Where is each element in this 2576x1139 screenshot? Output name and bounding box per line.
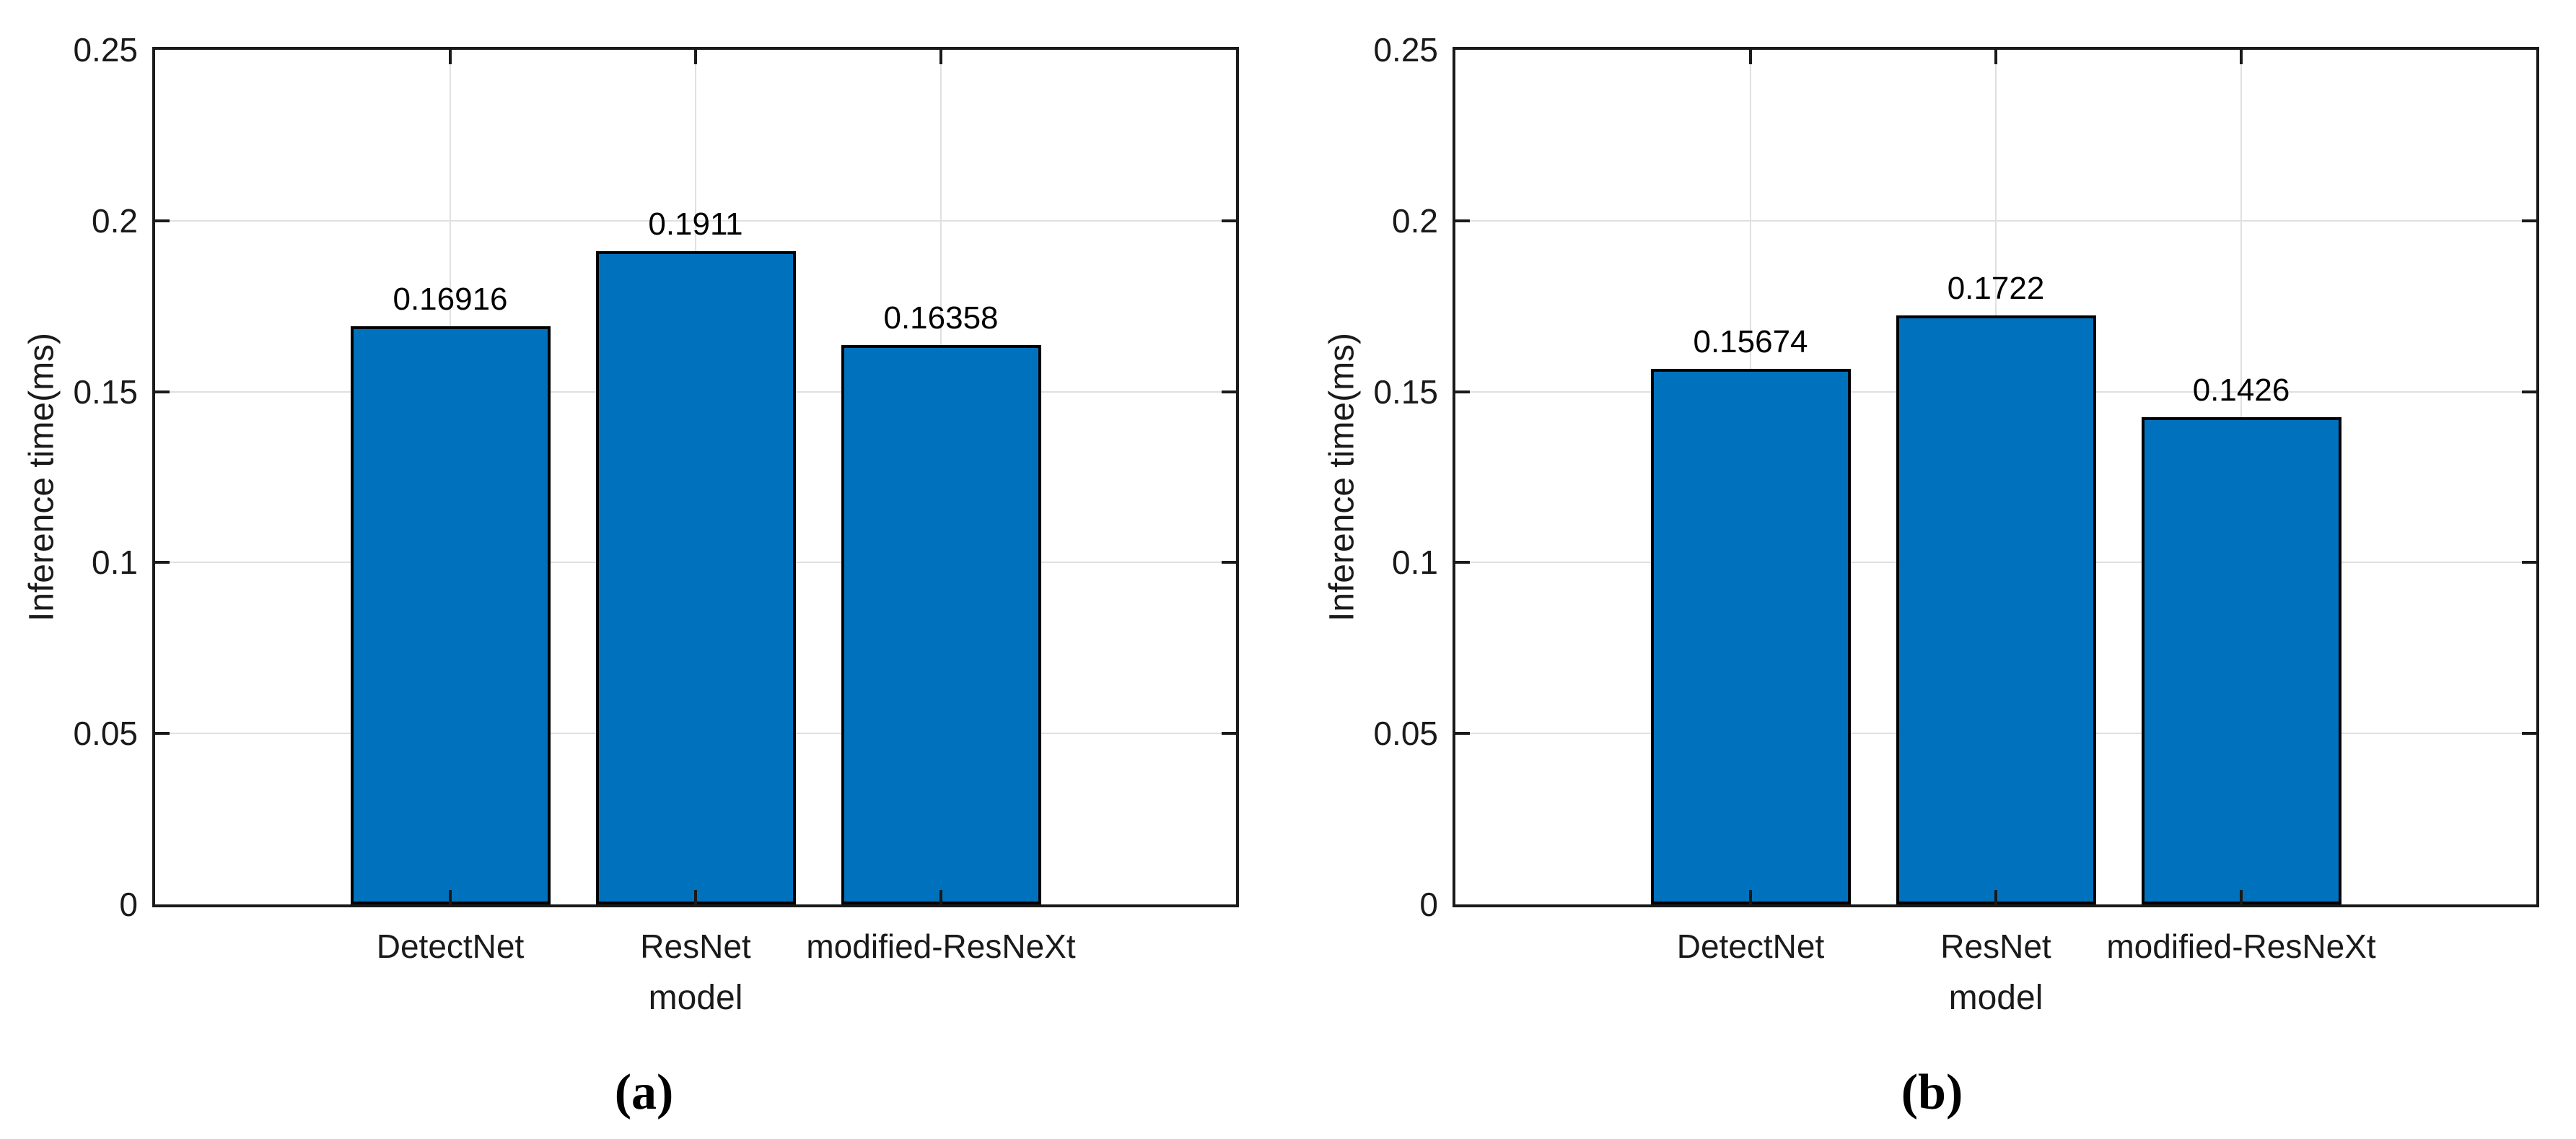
- bar-modified-resnext: [2141, 417, 2341, 904]
- x-tick-top: [694, 50, 697, 64]
- x-tick-label: DetectNet: [376, 928, 525, 965]
- bar-modified-resnext: [841, 345, 1041, 904]
- y-tick-right: [2522, 732, 2536, 735]
- x-tick-bottom: [1994, 890, 1997, 904]
- x-tick-top: [1994, 50, 1997, 64]
- y-tick-left: [155, 732, 170, 735]
- y-tick-left: [155, 219, 170, 222]
- y-tick-left: [1455, 732, 1470, 735]
- x-tick-bottom: [2240, 890, 2243, 904]
- plot-area: 0.15674 0.1722 0.1426: [1453, 47, 2539, 907]
- y-tick-label: 0.1: [1392, 544, 1438, 581]
- x-tick-label: modified-ResNeXt: [806, 928, 1076, 965]
- x-tick-label: modified-ResNeXt: [2106, 928, 2376, 965]
- y-tick-label: 0.25: [73, 31, 138, 69]
- x-tick-label: DetectNet: [1676, 928, 1825, 965]
- y-tick-right: [2522, 561, 2536, 564]
- subfigure-b: Inference time(ms) 0.15674 0.1722 0.1426 m…: [1288, 0, 2576, 1139]
- y-tick-right: [1222, 219, 1236, 222]
- plot-area: 0.16916 0.1911 0.16358: [152, 47, 1239, 907]
- y-tick-right: [2522, 390, 2536, 393]
- x-tick-bottom: [939, 890, 942, 904]
- y-tick-label: 0.05: [73, 715, 138, 752]
- subfigure-a: Inference time(ms) 0.16916 0.1911 0.16358 …: [23, 31, 1239, 1120]
- y-tick-left: [1455, 561, 1470, 564]
- y-tick-label: 0.2: [92, 202, 138, 240]
- bar-value-label: 0.1426: [2192, 372, 2290, 408]
- y-tick-left: [155, 561, 170, 564]
- y-tick-left: [155, 390, 170, 393]
- x-tick-top: [939, 50, 942, 64]
- y-tick-right: [2522, 219, 2536, 222]
- y-tick-label: 0.25: [1373, 31, 1438, 69]
- y-tick-left: [1455, 219, 1470, 222]
- y-tick-left: [1455, 390, 1470, 393]
- x-tick-top: [2240, 50, 2243, 64]
- bar-value-label: 0.16358: [883, 300, 999, 336]
- bar-detectnet: [1650, 369, 1851, 904]
- y-tick-label: 0: [119, 886, 138, 923]
- x-tick-bottom: [694, 890, 697, 904]
- y-tick-label: 0.2: [1392, 202, 1438, 240]
- y-tick-label: 0.15: [73, 373, 138, 411]
- bar-resnet: [1896, 315, 2096, 904]
- subfigure-caption: (a): [614, 1065, 674, 1120]
- y-tick-label: 0.05: [1373, 715, 1438, 752]
- bar-value-label: 0.1722: [1947, 271, 2045, 306]
- bar-resnet: [595, 251, 796, 904]
- x-tick-bottom: [1749, 890, 1752, 904]
- y-tick-label: 0.15: [1373, 373, 1438, 411]
- bar-value-label: 0.1911: [648, 206, 743, 242]
- y-tick-right: [1222, 561, 1236, 564]
- bar-value-label: 0.15674: [1693, 324, 1808, 359]
- bar-value-label: 0.16916: [393, 282, 508, 317]
- x-tick-label: ResNet: [640, 928, 751, 965]
- bar-detectnet: [350, 326, 551, 904]
- y-tick-right: [1222, 732, 1236, 735]
- x-tick-top: [449, 50, 452, 64]
- x-axis-label: model: [648, 979, 743, 1017]
- y-tick-right: [1222, 390, 1236, 393]
- x-tick-label: ResNet: [1940, 928, 2051, 965]
- y-tick-label: 0: [1419, 886, 1438, 923]
- subfigure-caption: (b): [1901, 1065, 1963, 1120]
- y-tick-label: 0.1: [92, 544, 138, 581]
- x-axis-label: model: [1948, 979, 2043, 1017]
- x-tick-bottom: [449, 890, 452, 904]
- x-tick-top: [1749, 50, 1752, 64]
